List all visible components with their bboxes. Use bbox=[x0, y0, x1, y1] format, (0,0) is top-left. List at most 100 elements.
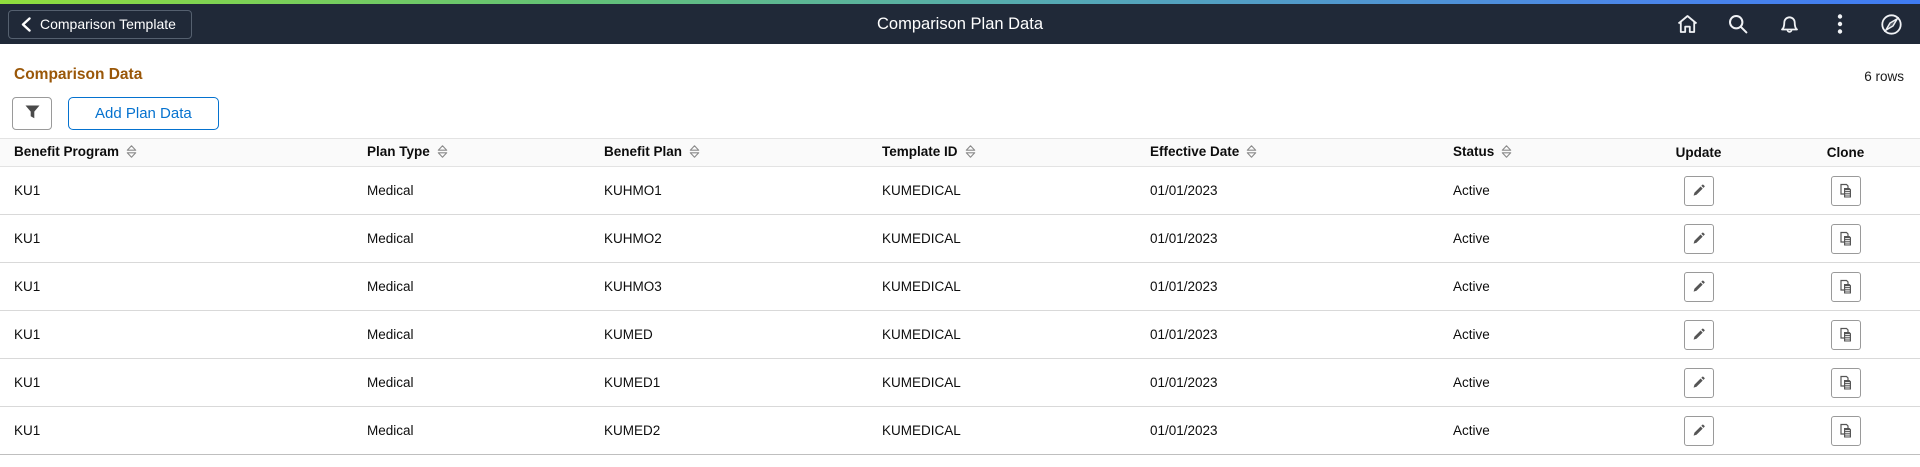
pencil-icon bbox=[1691, 231, 1706, 246]
cell-status: Active bbox=[1439, 310, 1626, 359]
pencil-icon bbox=[1691, 327, 1706, 342]
sort-icon bbox=[689, 145, 700, 161]
sort-icon bbox=[126, 145, 137, 161]
update-button[interactable] bbox=[1683, 319, 1714, 350]
cell-plan-type: Medical bbox=[353, 310, 590, 359]
column-header-status[interactable]: Status bbox=[1439, 138, 1626, 167]
search-icon[interactable] bbox=[1726, 12, 1750, 36]
cell-benefit-plan: KUMED1 bbox=[590, 358, 868, 407]
update-button[interactable] bbox=[1683, 271, 1714, 302]
column-header-benefit-program[interactable]: Benefit Program bbox=[0, 138, 353, 167]
cell-status: Active bbox=[1439, 166, 1626, 215]
cell-benefit-program: KU1 bbox=[0, 214, 353, 263]
section-title: Comparison Data bbox=[14, 66, 143, 83]
pencil-icon bbox=[1691, 279, 1706, 294]
cell-template-id: KUMEDICAL bbox=[868, 262, 1136, 311]
cell-template-id: KUMEDICAL bbox=[868, 358, 1136, 407]
notifications-bell-icon[interactable] bbox=[1777, 12, 1801, 36]
copy-document-icon bbox=[1838, 231, 1854, 247]
cell-effective-date: 01/01/2023 bbox=[1136, 214, 1439, 263]
cell-status: Active bbox=[1439, 406, 1626, 455]
cell-benefit-plan: KUMED2 bbox=[590, 406, 868, 455]
header-icon-bar bbox=[1675, 12, 1920, 36]
cell-benefit-plan: KUHMO3 bbox=[590, 262, 868, 311]
cell-template-id: KUMEDICAL bbox=[868, 406, 1136, 455]
row-count-label: 6 rows bbox=[1864, 69, 1904, 84]
sort-icon bbox=[1246, 145, 1257, 161]
cell-benefit-plan: KUHMO1 bbox=[590, 166, 868, 215]
cell-status: Active bbox=[1439, 214, 1626, 263]
copy-document-icon bbox=[1838, 423, 1854, 439]
table-header-row: Benefit Program Plan Type Benefit Plan T… bbox=[0, 138, 1920, 167]
cell-template-id: KUMEDICAL bbox=[868, 166, 1136, 215]
filter-button[interactable] bbox=[12, 96, 52, 130]
table-row: KU1 Medical KUMED1 KUMEDICAL 01/01/2023 … bbox=[0, 358, 1920, 407]
pencil-icon bbox=[1691, 183, 1706, 198]
cell-benefit-program: KU1 bbox=[0, 310, 353, 359]
cell-benefit-program: KU1 bbox=[0, 166, 353, 215]
back-button[interactable]: Comparison Template bbox=[8, 9, 192, 39]
column-header-update: Update bbox=[1626, 138, 1771, 167]
table-row: KU1 Medical KUHMO3 KUMEDICAL 01/01/2023 … bbox=[0, 262, 1920, 311]
cell-plan-type: Medical bbox=[353, 166, 590, 215]
sort-icon bbox=[965, 145, 976, 161]
home-icon[interactable] bbox=[1675, 12, 1699, 36]
cell-plan-type: Medical bbox=[353, 406, 590, 455]
cell-effective-date: 01/01/2023 bbox=[1136, 406, 1439, 455]
actions-kebab-icon[interactable] bbox=[1828, 12, 1852, 36]
cell-template-id: KUMEDICAL bbox=[868, 214, 1136, 263]
pencil-icon bbox=[1691, 375, 1706, 390]
page-title: Comparison Plan Data bbox=[877, 14, 1043, 33]
copy-document-icon bbox=[1838, 183, 1854, 199]
brand-gradient-strip bbox=[0, 0, 1920, 4]
cell-benefit-plan: KUHMO2 bbox=[590, 214, 868, 263]
cell-benefit-plan: KUMED bbox=[590, 310, 868, 359]
cell-plan-type: Medical bbox=[353, 214, 590, 263]
table-row: KU1 Medical KUHMO1 KUMEDICAL 01/01/2023 … bbox=[0, 166, 1920, 215]
column-header-benefit-plan[interactable]: Benefit Plan bbox=[590, 138, 868, 167]
column-header-effective-date[interactable]: Effective Date bbox=[1136, 138, 1439, 167]
cell-status: Active bbox=[1439, 358, 1626, 407]
cell-plan-type: Medical bbox=[353, 358, 590, 407]
cell-effective-date: 01/01/2023 bbox=[1136, 166, 1439, 215]
cell-template-id: KUMEDICAL bbox=[868, 310, 1136, 359]
page-content: Comparison Data 6 rows Add Plan Data Ben… bbox=[0, 44, 1920, 455]
app-header: Comparison Template Comparison Plan Data bbox=[0, 4, 1920, 44]
clone-button[interactable] bbox=[1830, 415, 1861, 446]
comparison-data-table: Benefit Program Plan Type Benefit Plan T… bbox=[0, 138, 1920, 455]
add-plan-data-button[interactable]: Add Plan Data bbox=[68, 96, 219, 130]
chevron-left-icon bbox=[21, 16, 31, 32]
cell-plan-type: Medical bbox=[353, 262, 590, 311]
copy-document-icon bbox=[1838, 327, 1854, 343]
sort-icon bbox=[437, 145, 448, 161]
clone-button[interactable] bbox=[1830, 223, 1861, 254]
clone-button[interactable] bbox=[1830, 271, 1861, 302]
sort-icon bbox=[1501, 145, 1512, 161]
update-button[interactable] bbox=[1683, 415, 1714, 446]
column-header-clone: Clone bbox=[1771, 138, 1920, 167]
clone-button[interactable] bbox=[1830, 175, 1861, 206]
cell-benefit-program: KU1 bbox=[0, 358, 353, 407]
cell-effective-date: 01/01/2023 bbox=[1136, 310, 1439, 359]
copy-document-icon bbox=[1838, 279, 1854, 295]
update-button[interactable] bbox=[1683, 367, 1714, 398]
grid-toolbar: Add Plan Data bbox=[0, 84, 1920, 130]
update-button[interactable] bbox=[1683, 223, 1714, 254]
clone-button[interactable] bbox=[1830, 319, 1861, 350]
cell-status: Active bbox=[1439, 262, 1626, 311]
pencil-icon bbox=[1691, 423, 1706, 438]
navbar-compass-icon[interactable] bbox=[1879, 12, 1903, 36]
copy-document-icon bbox=[1838, 375, 1854, 391]
table-row: KU1 Medical KUHMO2 KUMEDICAL 01/01/2023 … bbox=[0, 214, 1920, 263]
update-button[interactable] bbox=[1683, 175, 1714, 206]
cell-benefit-program: KU1 bbox=[0, 406, 353, 455]
column-header-plan-type[interactable]: Plan Type bbox=[353, 138, 590, 167]
table-row: KU1 Medical KUMED2 KUMEDICAL 01/01/2023 … bbox=[0, 406, 1920, 455]
cell-effective-date: 01/01/2023 bbox=[1136, 262, 1439, 311]
clone-button[interactable] bbox=[1830, 367, 1861, 398]
column-header-template-id[interactable]: Template ID bbox=[868, 138, 1136, 167]
table-row: KU1 Medical KUMED KUMEDICAL 01/01/2023 A… bbox=[0, 310, 1920, 359]
cell-effective-date: 01/01/2023 bbox=[1136, 358, 1439, 407]
funnel-icon bbox=[25, 105, 40, 122]
cell-benefit-program: KU1 bbox=[0, 262, 353, 311]
